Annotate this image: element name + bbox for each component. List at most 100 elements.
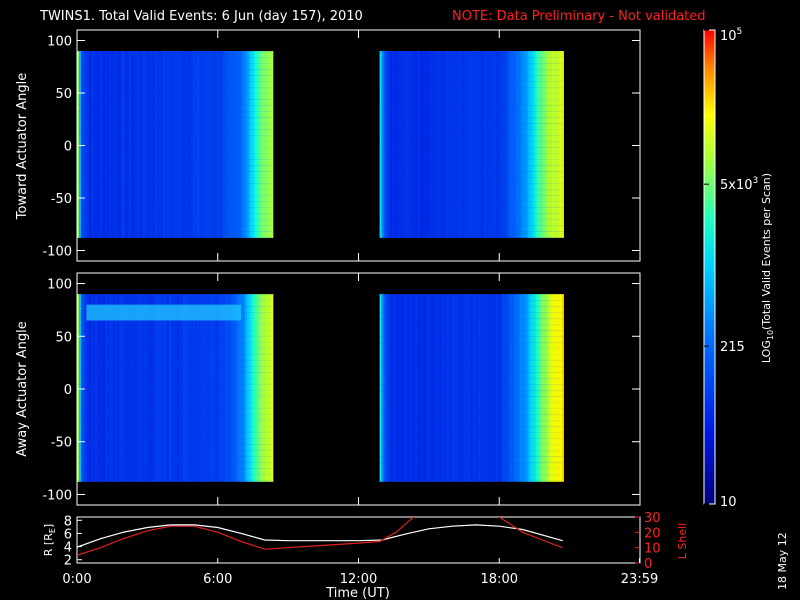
heatmap-column-0-0: [149, 51, 152, 238]
heatmap-column-1-0: [201, 294, 204, 482]
heatmap-column-0-0: [103, 51, 106, 238]
heatmap-column-1-1: [495, 294, 498, 482]
heatmap-column-1-1: [409, 294, 412, 482]
heatmap-column-0-0: [95, 51, 98, 238]
heatmap-texture: [379, 462, 563, 464]
heatmap-column-0-0: [129, 51, 132, 238]
orbit-y2label: L Shell: [676, 523, 689, 559]
heatmap-column-0-0: [123, 51, 126, 238]
heatmap-column-1-1: [501, 294, 504, 482]
heatmap-column-1-0: [193, 294, 196, 482]
heatmap-column-1-0: [83, 294, 86, 482]
heatmap-column-1-1: [395, 294, 398, 482]
heatmap-texture: [379, 480, 563, 482]
heatmap-column-1-1: [415, 294, 418, 482]
heatmap-column-1-1: [407, 294, 410, 482]
heatmap-column-1-0: [243, 294, 246, 482]
heatmap-column-0-0: [213, 51, 216, 238]
heatmap-texture: [379, 384, 563, 386]
heatmap-column-0-0: [267, 51, 270, 238]
away-heatmap: [77, 294, 564, 482]
heatmap-column-1-1: [527, 294, 530, 482]
heatmap-column-1-0: [165, 294, 168, 482]
chart-title: TWINS1. Total Valid Events: 6 Jun (day 1…: [39, 9, 363, 24]
heatmap-column-0-1: [383, 51, 386, 238]
heatmap-texture: [77, 480, 272, 482]
heatmap-column-0-1: [453, 51, 456, 238]
heatmap-column-0-0: [115, 51, 118, 238]
heatmap-column-1-1: [481, 294, 484, 482]
heatmap-column-0-0: [77, 51, 80, 238]
heatmap-texture: [379, 390, 563, 392]
heatmap-column-1-0: [209, 294, 212, 482]
heatmap-texture: [379, 342, 563, 344]
heatmap-column-0-1: [489, 51, 492, 238]
heatmap-column-0-1: [431, 51, 434, 238]
heatmap-column-0-1: [381, 51, 384, 238]
heatmap-column-0-0: [209, 51, 212, 238]
heatmap-column-0-1: [493, 51, 496, 238]
heatmap-column-1-1: [419, 294, 422, 482]
heatmap-column-0-0: [269, 51, 272, 238]
colorbar-label-sub: 10: [766, 330, 775, 340]
heatmap-column-1-1: [473, 294, 476, 482]
heatmap-column-1-1: [451, 294, 454, 482]
heatmap-column-1-0: [195, 294, 198, 482]
heatmap-texture: [379, 171, 563, 172]
y-tick-label: 100: [47, 278, 72, 293]
heatmap-column-1-1: [485, 294, 488, 482]
heatmap-column-0-1: [505, 51, 508, 238]
heatmap-column-0-0: [127, 51, 130, 238]
heatmap-column-1-1: [431, 294, 434, 482]
heatmap-column-0-1: [379, 51, 382, 238]
heatmap-column-1-0: [97, 294, 100, 482]
heatmap-column-1-1: [421, 294, 424, 482]
heatmap-texture: [379, 93, 563, 94]
heatmap-column-0-0: [251, 51, 254, 238]
panel-toward: -100 -50 0 50 100 Toward Actuator Angle: [15, 29, 641, 262]
heatmap-column-1-0: [263, 294, 266, 482]
heatmap-column-0-1: [479, 51, 482, 238]
orbit-ylabel-sub: E: [48, 528, 57, 533]
heatmap-column-1-0: [171, 294, 174, 482]
colorbar-tick-label: 105: [720, 27, 742, 44]
heatmap-texture: [379, 75, 563, 76]
orbit-xlabel: Time (UT): [325, 586, 390, 600]
heatmap-column-1-1: [543, 294, 546, 482]
heatmap-column-0-0: [253, 51, 256, 238]
heatmap-texture: [379, 354, 563, 356]
heatmap-column-0-1: [557, 51, 560, 238]
heatmap-texture: [379, 318, 563, 320]
heatmap-column-0-1: [499, 51, 502, 238]
heatmap-column-1-1: [427, 294, 430, 482]
heatmap-column-1-1: [385, 294, 388, 482]
heatmap-column-0-0: [263, 51, 266, 238]
heatmap-column-0-0: [237, 51, 240, 238]
heatmap-texture: [379, 69, 563, 70]
heatmap-column-1-1: [499, 294, 502, 482]
heatmap-texture: [77, 81, 272, 82]
y-tick-label: -100: [42, 488, 72, 503]
heatmap-column-1-0: [109, 294, 112, 482]
heatmap-column-1-0: [85, 294, 88, 482]
heatmap-texture: [77, 474, 272, 476]
heatmap-column-0-0: [179, 51, 182, 238]
heatmap-column-0-1: [441, 51, 444, 238]
heatmap-column-0-0: [91, 51, 94, 238]
heatmap-texture: [77, 468, 272, 470]
heatmap-column-1-0: [177, 294, 180, 482]
orbit-lines: [77, 517, 563, 556]
heatmap-column-0-1: [531, 51, 534, 238]
heatmap-column-0-1: [457, 51, 460, 238]
heatmap-column-0-1: [551, 51, 554, 238]
heatmap-texture: [379, 159, 563, 160]
heatmap-column-0-1: [477, 51, 480, 238]
heatmap-column-1-0: [169, 294, 172, 482]
heatmap-column-1-0: [183, 294, 186, 482]
heatmap-column-1-1: [457, 294, 460, 482]
heatmap-column-0-0: [161, 51, 164, 238]
heatmap-texture: [379, 177, 563, 178]
heatmap-column-0-1: [447, 51, 450, 238]
